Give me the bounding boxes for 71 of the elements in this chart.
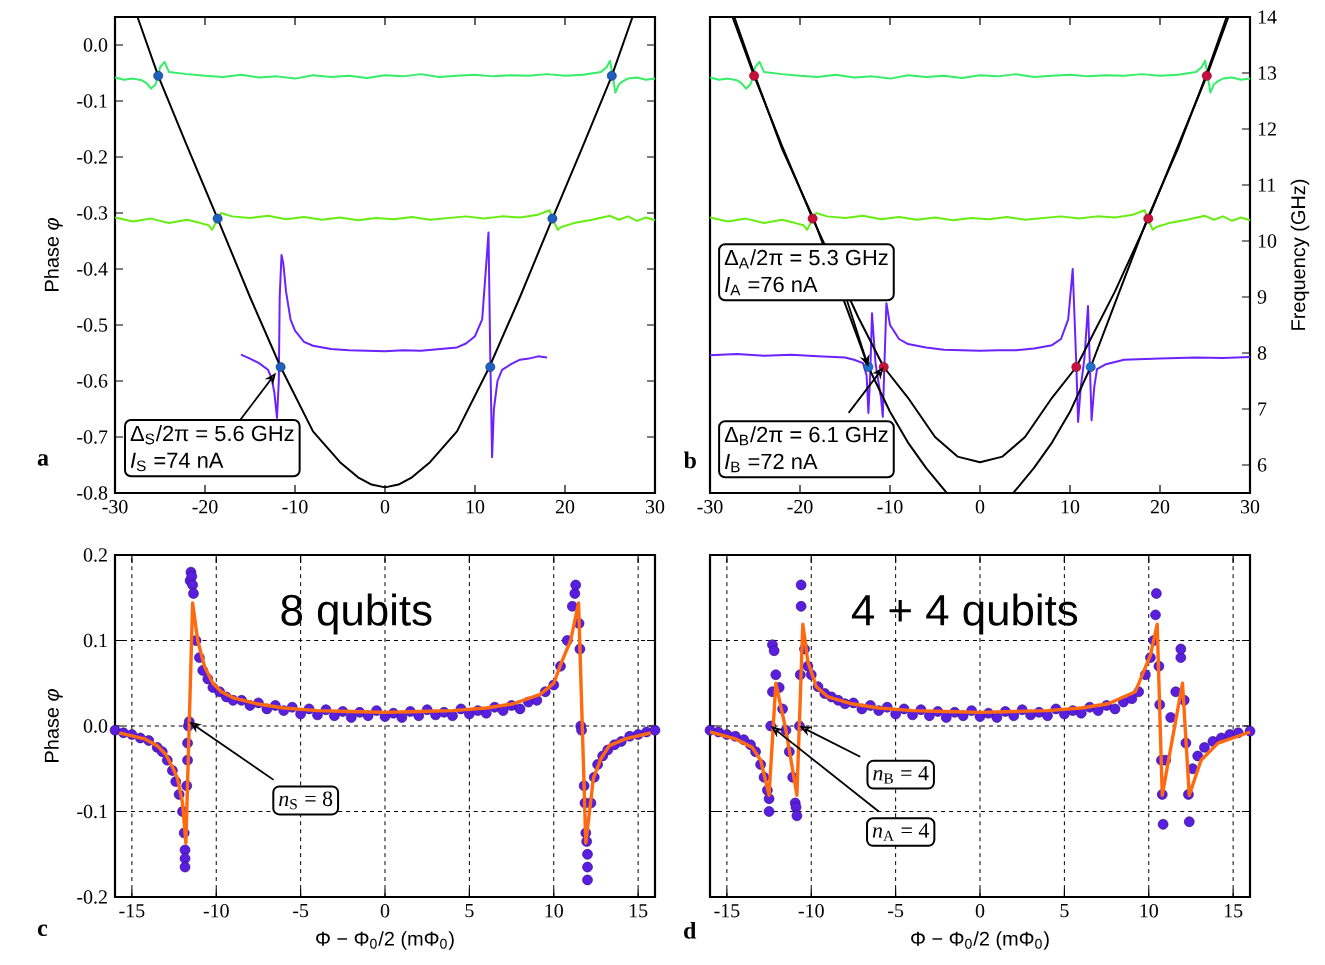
x-tick-label: 0: [975, 500, 985, 514]
x-axis-title: Φ − Φ$_{0}$/2 (mΦ$_{0}$): [316, 931, 454, 950]
x-tick-label: 20: [555, 500, 575, 514]
y-tick-label: 12: [1258, 122, 1276, 136]
y-tick-label: -0.1: [77, 94, 107, 108]
x-tick-label: -30: [102, 500, 128, 514]
x-tick-label: 15: [629, 904, 648, 918]
y-tick-label: -0.5: [77, 318, 108, 332]
x-tick-label: -30: [697, 500, 723, 514]
y-axis-title: Phase φ: [44, 689, 63, 762]
annotation: n$_{B}$ = 4: [873, 765, 929, 784]
x-tick-label: -10: [282, 500, 308, 514]
x-tick-label: -15: [714, 904, 740, 918]
annotation: I$_{A}$ =76 nA: [724, 276, 818, 296]
x-tick-label: 15: [1224, 904, 1243, 918]
annotation: I$_{B}$ =72 nA: [724, 453, 818, 473]
y-tick-label: 0.0: [83, 719, 108, 733]
y-tick-label: -0.4: [77, 262, 108, 276]
annotation: Δ$_{A}$/2π = 5.3 GHz: [724, 249, 888, 269]
annotation: Δ$_{B}$/2π = 6.1 GHz: [724, 426, 888, 446]
annotation: 4 + 4 qubits: [851, 593, 1078, 635]
x-tick-label: -10: [798, 904, 824, 918]
x-tick-label: -5: [888, 904, 904, 918]
x-tick-label: 0: [380, 500, 390, 514]
y-tick-label: -0.8: [77, 486, 108, 500]
text: b: [683, 451, 696, 469]
y-tick-label: -0.2: [77, 890, 107, 904]
annotation: 8 qubits: [281, 593, 432, 635]
y-axis-title: Phase φ: [44, 218, 63, 291]
y-tick-label: 7: [1258, 402, 1267, 416]
y-tick-label: 0.0: [83, 38, 108, 52]
x-tick-label: -10: [203, 904, 229, 918]
y-tick-label: -0.7: [77, 430, 108, 444]
y-tick-label: -0.2: [77, 150, 107, 164]
x-tick-label: 5: [465, 904, 474, 918]
y-tick-label: 13: [1258, 66, 1277, 80]
text: d: [684, 921, 697, 939]
x-tick-label: 5: [1060, 904, 1069, 918]
x-tick-label: -15: [119, 904, 145, 918]
x-tick-label: 30: [646, 500, 665, 514]
y-axis-title: Frequency (GHz): [1290, 179, 1310, 330]
y-tick-label: 8: [1257, 346, 1267, 360]
x-tick-label: 20: [1150, 500, 1170, 514]
y-tick-label: 14: [1258, 10, 1277, 24]
x-tick-label: 10: [466, 500, 485, 514]
text: a: [37, 454, 49, 466]
y-tick-label: 9: [1257, 290, 1267, 304]
y-tick-label: 10: [1258, 234, 1277, 248]
y-tick-label: 0.1: [83, 633, 107, 648]
text: c: [37, 924, 48, 937]
y-tick-label: -0.6: [77, 374, 108, 388]
y-tick-label: 6: [1257, 458, 1267, 472]
annotation: I$_{S}$ =74 nA: [130, 452, 224, 472]
x-tick-label: 0: [380, 904, 390, 918]
annotation: n$_{A}$ = 4: [872, 823, 929, 841]
y-tick-label: 11: [1258, 178, 1276, 192]
x-tick-label: -10: [877, 500, 903, 514]
x-tick-label: 10: [1061, 500, 1080, 514]
x-tick-label: 30: [1241, 500, 1260, 514]
x-tick-label: -5: [293, 904, 309, 918]
annotation: n$_{S}$ = 8: [279, 791, 333, 810]
x-tick-label: 0: [975, 904, 985, 918]
x-axis-title: Φ − Φ$_{0}$/2 (mΦ$_{0}$): [911, 931, 1049, 950]
x-tick-label: 10: [1140, 904, 1158, 918]
y-tick-label: -0.3: [77, 206, 108, 220]
x-tick-label: -20: [192, 500, 218, 514]
x-tick-label: 10: [545, 904, 563, 918]
annotation: Δ$_{S}$/2π = 5.6 GHz: [130, 425, 294, 445]
y-tick-label: 0.2: [83, 548, 107, 562]
y-tick-label: -0.1: [77, 804, 107, 819]
x-tick-label: -20: [787, 500, 813, 514]
